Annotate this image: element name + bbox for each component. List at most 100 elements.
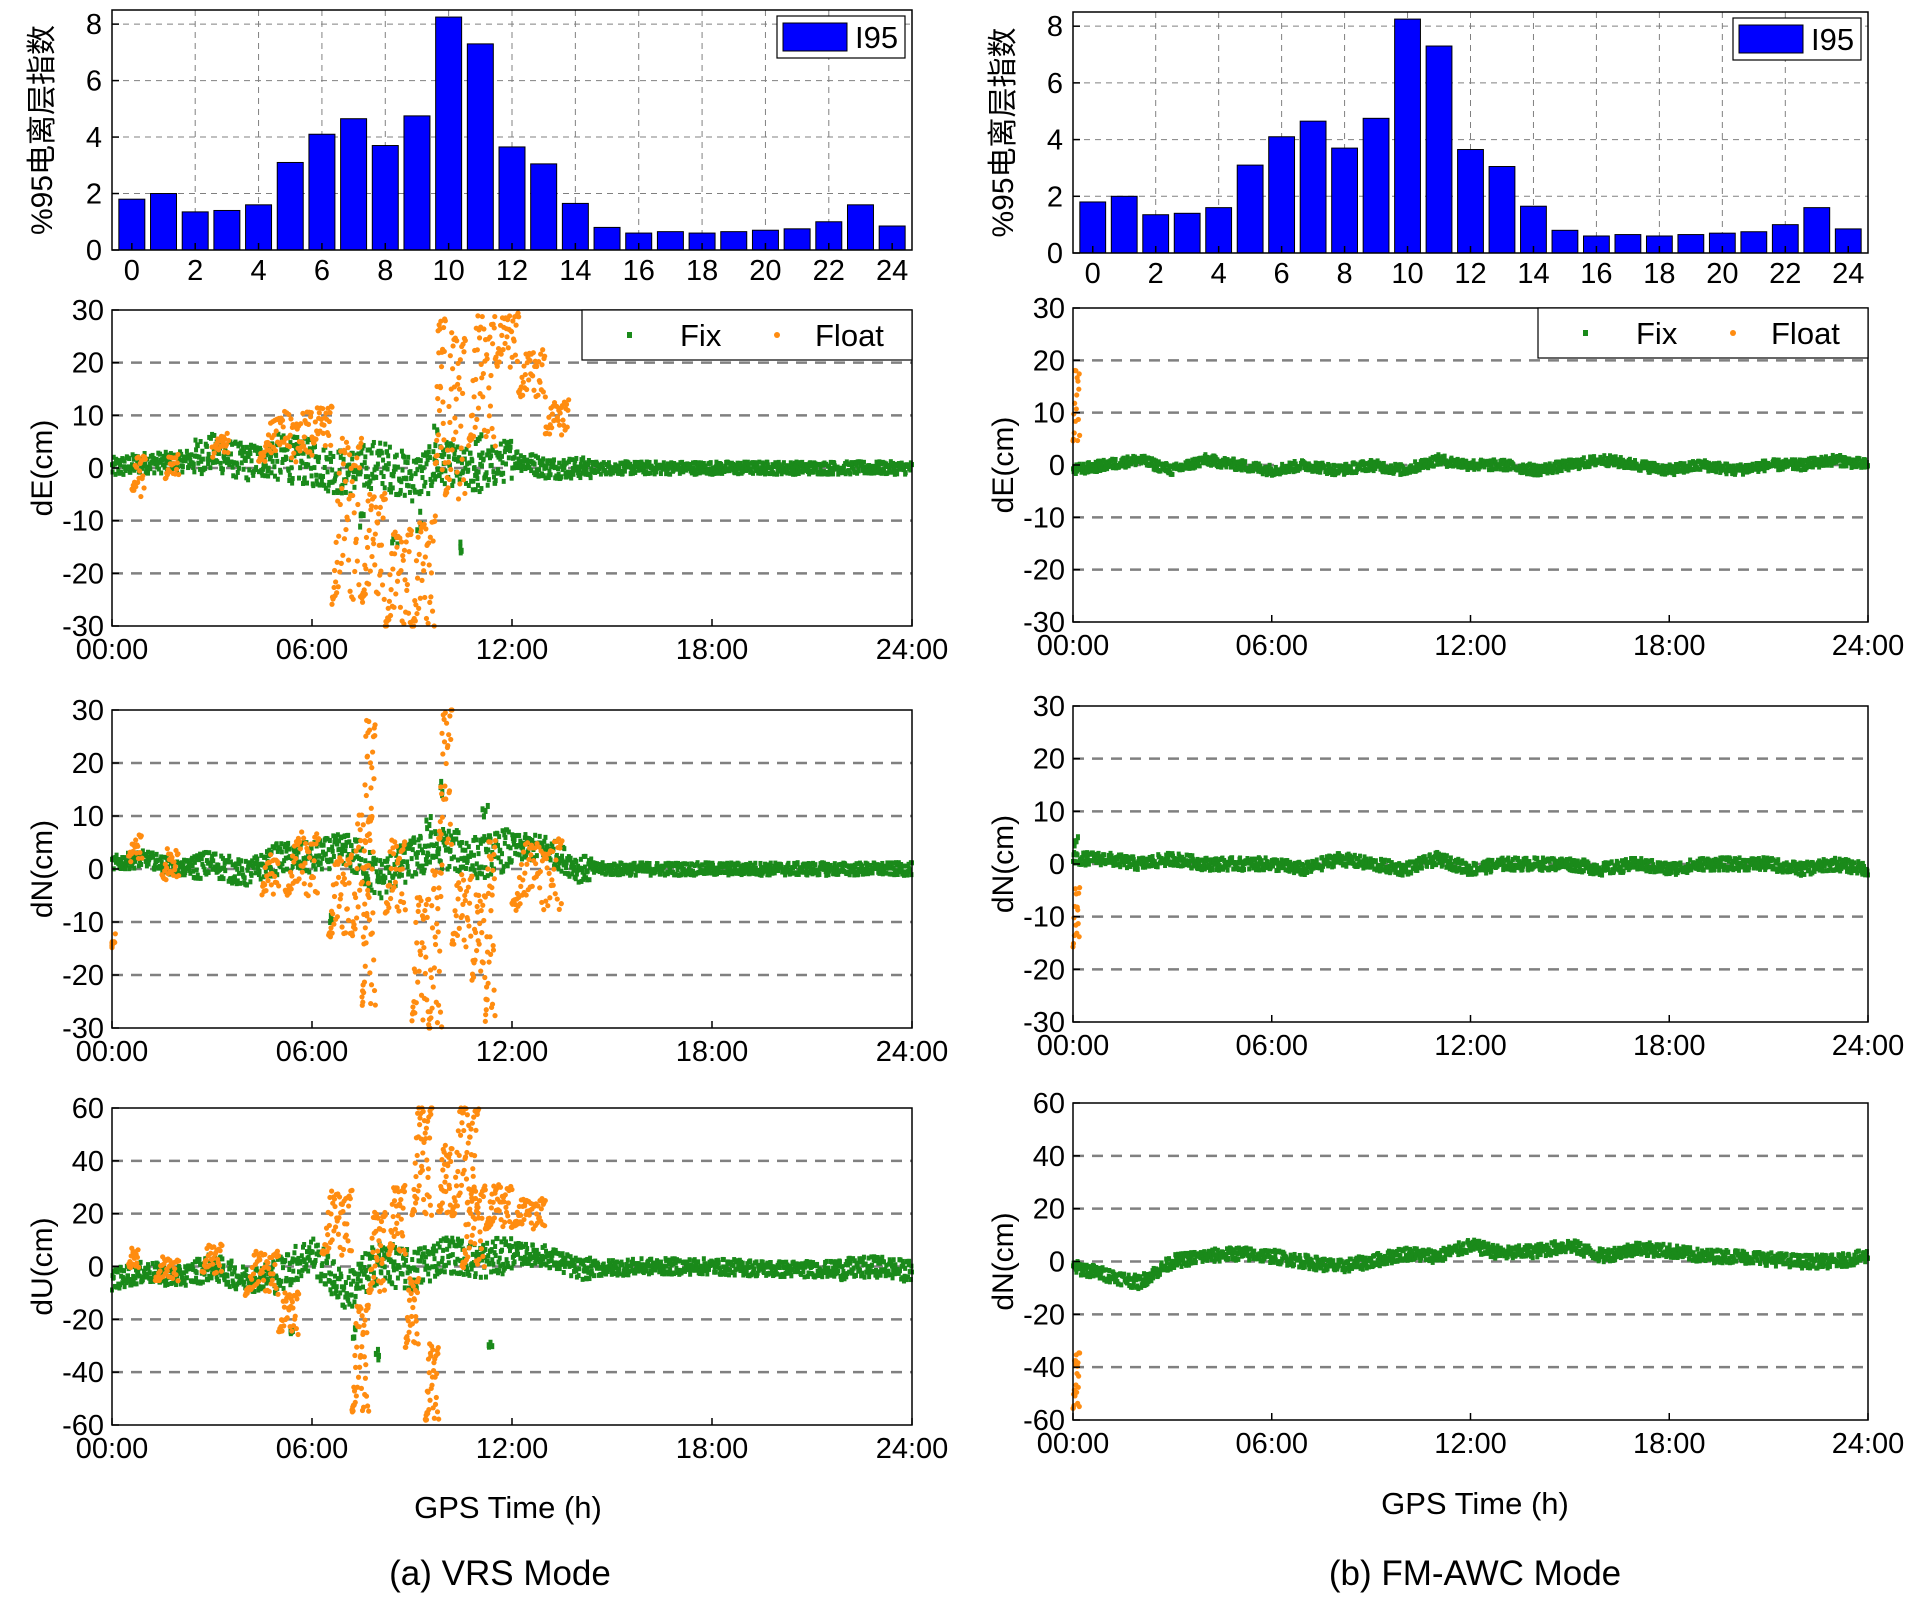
fix-point [468,866,473,872]
fix-point [396,848,401,854]
fix-point [409,473,414,479]
float-point [415,979,421,985]
fix-point [329,858,334,864]
fix-point [241,466,246,472]
fix-point [631,464,636,470]
float-point [275,860,281,867]
fix-point [404,476,409,482]
fix-point [567,456,572,462]
fix-point [545,460,550,466]
fix-point [542,1261,547,1267]
float-point [344,517,351,523]
fix-point [300,460,305,466]
fix-point [478,840,483,846]
float-point [400,557,406,563]
float-point [420,561,426,567]
fix-point [337,488,342,494]
fix-point [154,851,159,857]
fix-point [738,460,743,466]
fix-point [250,858,255,864]
fix-point [389,852,394,858]
fix-point [311,863,316,869]
float-point [476,941,482,947]
fix-point [385,856,390,862]
fix-point [574,467,579,473]
fix-point [256,469,261,475]
float-point [443,720,450,726]
fix-point [569,1273,574,1279]
float-point [346,880,352,886]
float-point [558,901,564,907]
float-point [365,862,372,869]
fix-point [264,452,269,458]
fix-point [342,1304,347,1310]
float-point [432,941,439,948]
float-point [475,313,481,319]
fix-point [382,879,387,885]
float-point [439,730,445,736]
fix-point [444,833,449,839]
float-point [352,568,358,575]
fix-point [458,1258,463,1264]
fix-point [697,470,702,476]
fix-point [184,448,189,454]
fix-point [128,856,133,862]
fix-point [479,1257,484,1263]
fix-point [287,1267,292,1273]
fix-point [369,450,374,456]
float-point [381,596,387,602]
fix-point [267,456,272,462]
y-tick-label: -20 [62,960,104,992]
fix-point [640,461,645,467]
fix-point [485,1240,490,1246]
fix-point [515,851,520,857]
fix-point [229,459,234,465]
float-point [291,450,297,456]
x-tick-label: 18:00 [676,634,749,666]
fix-point [485,802,490,809]
fix-point [334,837,339,843]
fix-point [193,875,198,881]
fix-point [783,468,788,474]
float-point [399,866,405,872]
float-point [356,844,362,850]
fix-point [765,459,770,465]
fix-point [273,868,278,874]
fix-point [758,860,763,866]
fix-point [537,833,542,839]
float-point [542,353,548,359]
fix-point [516,456,521,462]
float-point [359,879,365,885]
fix-point [183,1282,188,1288]
float-point [434,437,440,443]
fix-point [523,1260,528,1266]
fix-point [294,860,299,866]
float-point [488,372,494,379]
fix-point [701,469,706,475]
float-point [354,455,360,461]
fix-point [565,469,570,475]
float-point [491,987,497,993]
fix-point [159,860,164,866]
fix-point [886,463,891,469]
fix-point [584,468,589,474]
fix-point [358,523,363,530]
fix-point [227,853,232,859]
fix-point [529,1254,534,1260]
fix-point [132,865,137,871]
float-point [412,618,418,624]
fix-point [896,860,901,866]
fix-point [180,464,185,470]
float-point [402,839,408,845]
fix-point [353,476,358,482]
fix-point [377,890,382,896]
fix-point [523,832,528,838]
fix-point [557,860,562,866]
fix-point [354,869,359,875]
fix-point [692,862,697,868]
float-point [388,866,394,872]
fix-point [454,1243,459,1249]
fix-point [592,867,597,873]
fix-point [131,1273,136,1279]
float-point [309,452,315,458]
